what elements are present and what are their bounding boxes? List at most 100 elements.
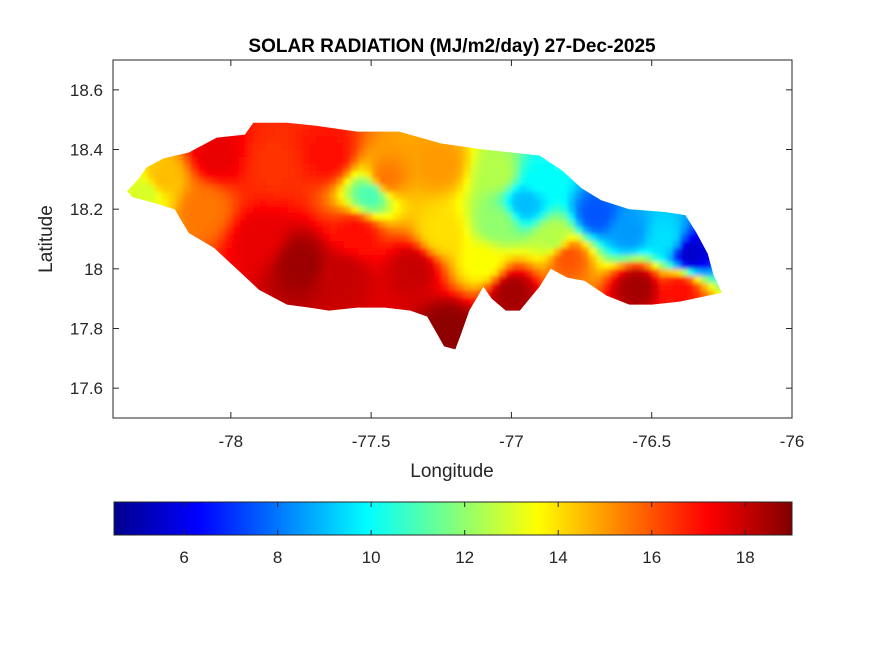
field-cell (393, 164, 401, 172)
field-cell (512, 213, 520, 221)
field-cell (295, 297, 303, 305)
field-cell (666, 276, 674, 284)
field-cell (498, 206, 506, 214)
field-cell (659, 269, 667, 277)
field-cell (596, 248, 604, 256)
field-cell (617, 213, 625, 221)
field-cell (519, 178, 527, 186)
field-cell (414, 248, 422, 256)
field-cell (603, 255, 611, 263)
field-cell (351, 185, 359, 193)
field-cell (512, 290, 520, 298)
field-cell (260, 206, 268, 214)
field-cell (400, 206, 408, 214)
field-cell (393, 269, 401, 277)
field-cell (533, 241, 541, 249)
field-cell (393, 136, 401, 144)
field-cell (204, 234, 212, 242)
field-cell (428, 185, 436, 193)
field-cell (148, 178, 156, 186)
field-cell (568, 241, 576, 249)
field-cell (365, 262, 373, 270)
field-cell (218, 150, 226, 158)
field-cell (491, 269, 499, 277)
field-cell (533, 255, 541, 263)
field-cell (673, 248, 681, 256)
field-cell (183, 220, 191, 228)
field-cell (687, 241, 695, 249)
field-cell (498, 234, 506, 242)
field-cell (176, 199, 184, 207)
field-cell (253, 150, 261, 158)
field-cell (274, 213, 282, 221)
field-cell (232, 143, 240, 151)
field-cell (379, 178, 387, 186)
field-cell (162, 164, 170, 172)
field-cell (190, 206, 198, 214)
field-cell (603, 234, 611, 242)
field-cell (351, 157, 359, 165)
field-cell (253, 178, 261, 186)
field-cell (631, 255, 639, 263)
field-cell (400, 241, 408, 249)
field-cell (442, 304, 450, 312)
field-cell (309, 283, 317, 291)
field-cell (190, 157, 198, 165)
field-cell (225, 213, 233, 221)
field-cell (260, 227, 268, 235)
field-cell (316, 192, 324, 200)
field-cell (631, 220, 639, 228)
y-axis-label: Latitude (36, 205, 57, 273)
field-cell (274, 234, 282, 242)
field-cell (456, 283, 464, 291)
field-cell (407, 297, 415, 305)
field-cell (498, 276, 506, 284)
field-cell (575, 241, 583, 249)
field-cell (302, 122, 310, 130)
field-cell (624, 227, 632, 235)
field-cell (274, 185, 282, 193)
field-cell (484, 234, 492, 242)
field-cell (309, 227, 317, 235)
field-cell (505, 150, 513, 158)
field-cell (631, 276, 639, 284)
field-cell (211, 199, 219, 207)
field-cell (526, 255, 534, 263)
field-cell (295, 136, 303, 144)
field-cell (358, 150, 366, 158)
field-cell (652, 241, 660, 249)
field-cell (239, 171, 247, 179)
field-cell (351, 129, 359, 137)
field-cell (428, 150, 436, 158)
field-cell (456, 143, 464, 151)
field-cell (519, 164, 527, 172)
field-cell (596, 199, 604, 207)
field-cell (596, 227, 604, 235)
field-cell (652, 283, 660, 291)
field-cell (260, 276, 268, 284)
field-cell (190, 171, 198, 179)
field-cell (239, 255, 247, 263)
field-cell (162, 178, 170, 186)
field-cell (337, 283, 345, 291)
field-cell (330, 276, 338, 284)
field-cell (379, 276, 387, 284)
field-cell (309, 276, 317, 284)
field-cell (309, 143, 317, 151)
field-cell (295, 248, 303, 256)
field-cell (246, 143, 254, 151)
field-cell (673, 290, 681, 298)
field-cell (484, 241, 492, 249)
field-cell (316, 290, 324, 298)
field-cell (176, 192, 184, 200)
field-cell (155, 164, 163, 172)
field-cell (645, 234, 653, 242)
field-cell (358, 297, 366, 305)
field-cell (337, 290, 345, 298)
field-cell (218, 220, 226, 228)
field-cell (407, 276, 415, 284)
field-cell (288, 262, 296, 270)
field-cell (631, 290, 639, 298)
field-cell (372, 283, 380, 291)
